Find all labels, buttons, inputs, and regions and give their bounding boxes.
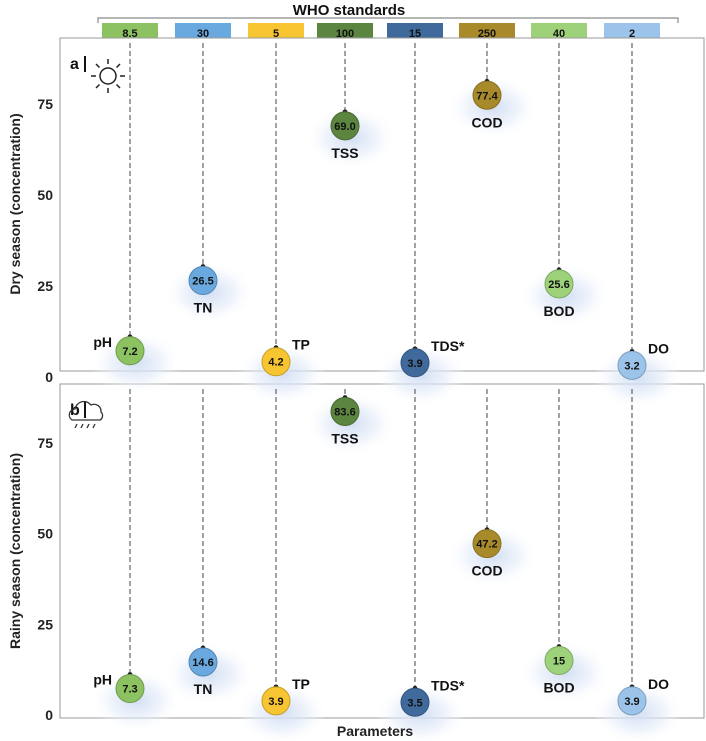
panel-a-tp-name-label: TP bbox=[292, 337, 310, 353]
panel-b-tds-marker bbox=[400, 687, 430, 717]
panel-b-bod-marker bbox=[544, 646, 574, 676]
panel-a-tss-value-label: 69.0 bbox=[334, 121, 355, 133]
sun-icon bbox=[91, 59, 125, 93]
panel-b-ph-name-label: pH bbox=[93, 672, 112, 688]
panel-a-tn-marker bbox=[188, 266, 218, 296]
panel-a-tds-marker bbox=[400, 348, 430, 378]
panel-b-ytick-50: 50 bbox=[37, 526, 53, 542]
panel-b-bod-name-label: BOD bbox=[543, 680, 574, 696]
panel-b-tp-marker bbox=[261, 686, 291, 716]
panel-b-ytick-0: 0 bbox=[45, 707, 53, 723]
panel-b-cod-marker bbox=[472, 529, 502, 559]
panel-a-tss-name-label: TSS bbox=[331, 145, 358, 161]
panel-b-tds-value-label: 3.5 bbox=[407, 697, 422, 709]
panel-b-tss-value-label: 83.6 bbox=[334, 407, 355, 419]
panel-a-tn-name-label: TN bbox=[194, 300, 213, 316]
panel-a-cod-marker bbox=[472, 80, 502, 110]
panel-a-tds-value-label: 3.9 bbox=[407, 358, 422, 370]
panel-a-tss-marker bbox=[330, 111, 360, 141]
panel-b-tp-value-label: 3.9 bbox=[268, 696, 283, 708]
panel-b-tss-marker bbox=[330, 397, 360, 427]
panel-a-ytick-0: 0 bbox=[45, 369, 53, 385]
panel-a-do-marker bbox=[617, 350, 647, 380]
panel-b-ph-value-label: 7.3 bbox=[122, 684, 137, 696]
panel-a-ph-value-label: 7.2 bbox=[122, 346, 137, 358]
who-standard-value-tn: 30 bbox=[197, 28, 209, 40]
panel-a-ylabel: Dry season (concentration) bbox=[7, 113, 23, 294]
who-standard-value-do: 2 bbox=[629, 28, 635, 40]
panel-a-tp-marker bbox=[261, 347, 291, 377]
panel-b-tn-marker bbox=[188, 647, 218, 677]
panel-b-cod-value-label: 47.2 bbox=[476, 539, 497, 551]
panel-a-ph-name-label: pH bbox=[93, 334, 112, 350]
who-standard-value-tds: 15 bbox=[409, 28, 421, 40]
panel-b-bod-value-label: 15 bbox=[553, 656, 565, 668]
panel-b-ytick-25: 25 bbox=[37, 616, 53, 632]
who-standard-value-cod: 250 bbox=[478, 28, 496, 40]
panel-a-tds-name-label: TDS* bbox=[431, 338, 465, 354]
panel-a-tn-value-label: 26.5 bbox=[192, 276, 213, 288]
panel-b-tn-value-label: 14.6 bbox=[192, 657, 213, 669]
panel-b-ylabel: Rainy season (concentration) bbox=[7, 453, 23, 649]
panel-a-label: a bbox=[70, 56, 79, 73]
panel-a-bod-value-label: 25.6 bbox=[548, 279, 569, 291]
panel-a-do-value-label: 3.2 bbox=[624, 360, 639, 372]
x-axis-label: Parameters bbox=[337, 723, 413, 739]
panel-b-do-value-label: 3.9 bbox=[624, 696, 639, 708]
panel-a-do-name-label: DO bbox=[648, 340, 669, 356]
panel-a-cod-value-label: 77.4 bbox=[476, 90, 498, 102]
who-standard-value-bod: 40 bbox=[553, 28, 565, 40]
panel-b-cod-name-label: COD bbox=[471, 563, 502, 579]
rain-cloud-icon bbox=[68, 400, 104, 429]
who-standard-value-tp: 5 bbox=[273, 28, 279, 40]
panel-a-ytick-50: 50 bbox=[37, 187, 53, 203]
panel-b-ph-marker bbox=[115, 674, 145, 704]
who-standard-value-tss: 100 bbox=[336, 28, 354, 40]
panel-a-ytick-75: 75 bbox=[37, 96, 53, 112]
panel-a-ph-marker bbox=[115, 336, 145, 366]
panel-b-do-marker bbox=[617, 686, 647, 716]
panel-b-tn-name-label: TN bbox=[194, 681, 213, 697]
panel-a-frame bbox=[59, 37, 705, 372]
who-standard-value-ph: 8.5 bbox=[122, 28, 137, 40]
panel-b-tds-name-label: TDS* bbox=[431, 677, 465, 693]
who-standards-bracket bbox=[97, 17, 679, 23]
panel-a-cod-name-label: COD bbox=[471, 114, 502, 130]
panel-a-tp-value-label: 4.2 bbox=[268, 357, 283, 369]
panel-b-tss-name-label: TSS bbox=[331, 431, 358, 447]
panel-b: 0 25 50 75 7.3 pH 14.6 TN 3.9 TP 83.6 TSS 3.5 TDS* 47.… bbox=[37, 389, 684, 741]
panel-a-ytick-25: 25 bbox=[37, 278, 53, 294]
panel-a-bod-marker bbox=[544, 269, 574, 299]
panel-a-bod-name-label: BOD bbox=[543, 303, 574, 319]
panel-b-ytick-75: 75 bbox=[37, 435, 53, 451]
panel-b-do-name-label: DO bbox=[648, 676, 669, 692]
panel-b-tp-name-label: TP bbox=[292, 676, 310, 692]
panel-a: 0 25 50 75 7.2 pH 26.5 TN 4.2 TP 69.0 TSS 3.9 TDS* 77.… bbox=[37, 43, 684, 410]
who-standards-title: WHO standards bbox=[293, 2, 406, 19]
panel-b-label: b bbox=[70, 402, 80, 419]
